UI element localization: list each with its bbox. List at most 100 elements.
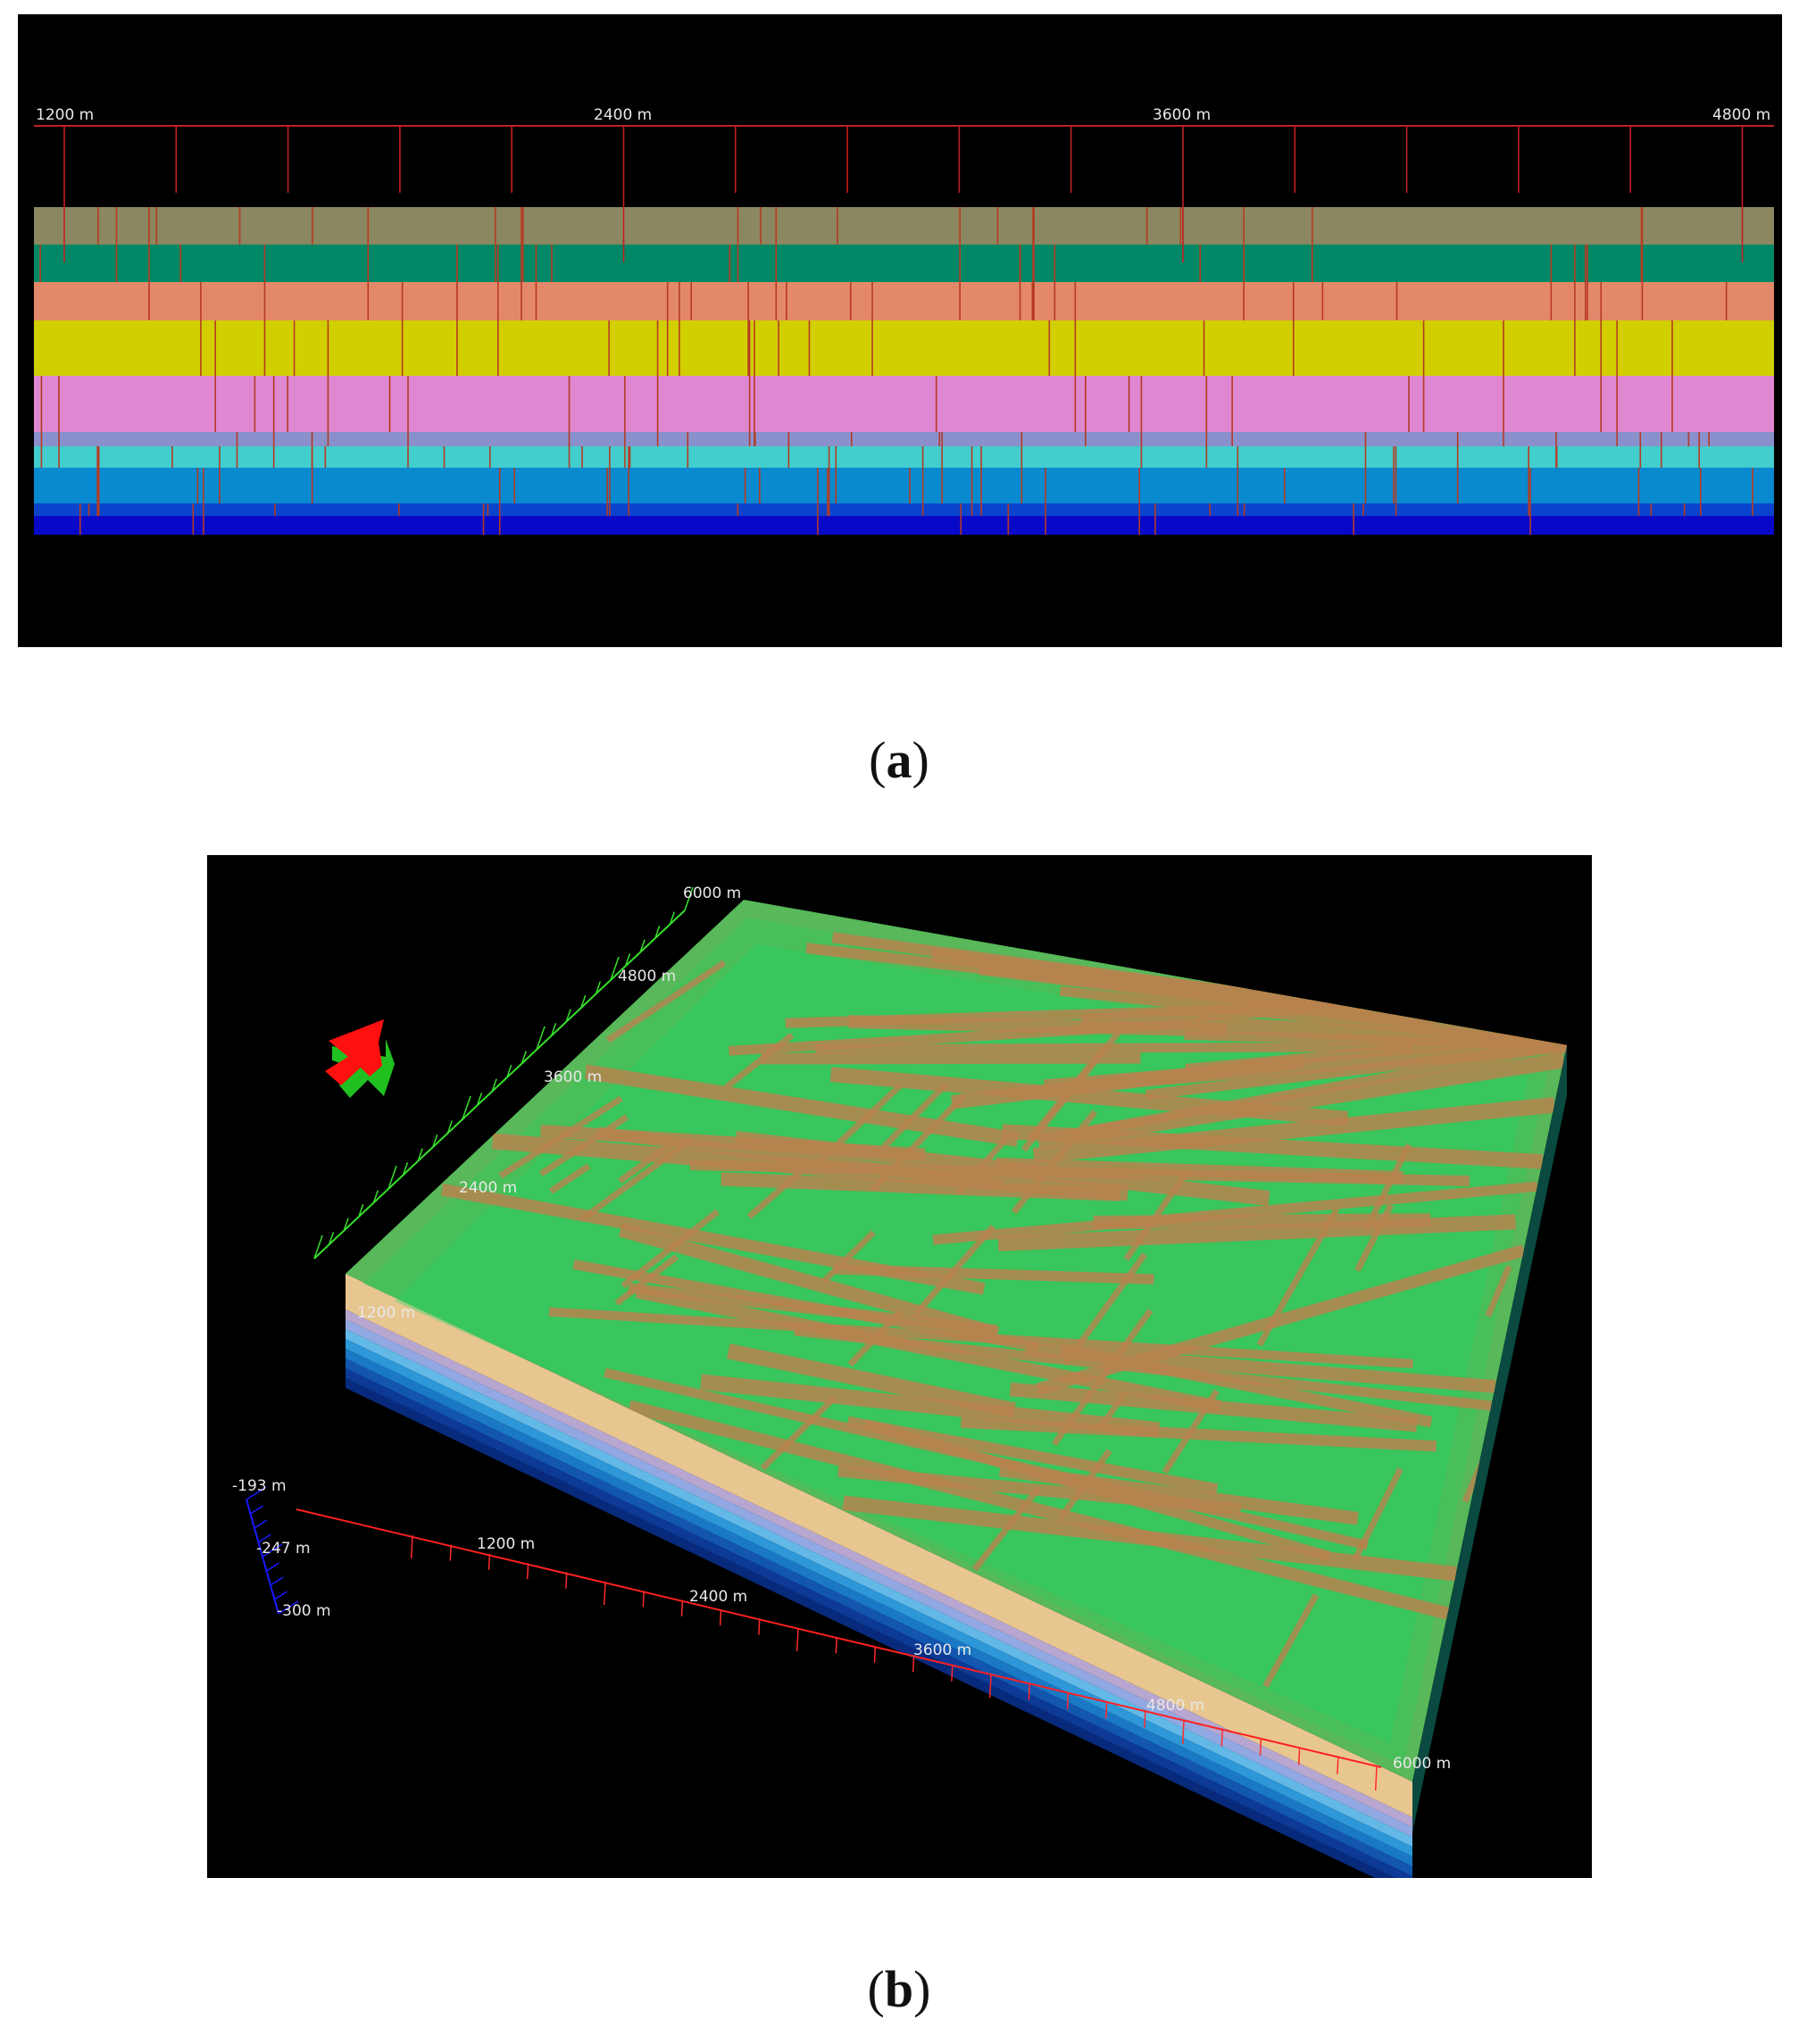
fault-plane xyxy=(1123,1169,1190,1261)
fault-plane xyxy=(727,1343,1016,1418)
axis-tick xyxy=(476,1093,483,1106)
fault-plane xyxy=(1354,1203,1395,1273)
fault-plane xyxy=(761,1051,1141,1065)
panel-b-3d-model: 1200 m 2400 m 3600 m 4800 m 6000 m 1200 … xyxy=(207,855,1592,1878)
axis-tick xyxy=(417,1148,423,1162)
fault-plane xyxy=(614,1254,679,1306)
x-label-2400: 2400 m xyxy=(689,1588,747,1606)
axis-tick xyxy=(506,1064,512,1078)
axis-tick xyxy=(795,1627,799,1652)
axis-tick xyxy=(642,1591,645,1608)
fault-plane xyxy=(628,1400,1450,1620)
axis-tick xyxy=(669,911,676,925)
layer-band xyxy=(34,376,1774,432)
fault-plane xyxy=(1044,1037,1567,1095)
slab-layer xyxy=(346,1339,1412,1857)
axis-tick xyxy=(610,956,620,981)
axis-tick xyxy=(988,1674,992,1699)
fault-traces xyxy=(39,207,1753,535)
fault-plane xyxy=(1256,1207,1340,1347)
y-label-6000: 6000 m xyxy=(683,885,741,902)
caption-a: (a) xyxy=(869,731,929,789)
axis-tick xyxy=(526,1563,529,1580)
fault-plane xyxy=(847,1309,904,1367)
slab-layer xyxy=(346,1378,1396,1878)
fault-plane xyxy=(597,1126,1004,1191)
fault-plane xyxy=(1062,1252,1148,1367)
slab-layer xyxy=(346,1319,1412,1837)
axis-tick xyxy=(449,1544,452,1561)
axis-tick xyxy=(487,1553,491,1570)
fault-plane xyxy=(729,1018,1202,1056)
fault-plane xyxy=(620,1209,720,1289)
axis-tick xyxy=(278,1600,299,1615)
axis-tick xyxy=(270,1576,284,1586)
axis-label-4800: 4800 m xyxy=(1712,106,1770,124)
y-axis-ticks xyxy=(313,886,694,1259)
axis-tick xyxy=(328,1232,335,1245)
fault-plane xyxy=(820,1230,876,1284)
fault-plane xyxy=(1097,1392,1128,1430)
layer-band xyxy=(34,432,1774,446)
cross-section-plot: 1200 m 2400 m 3600 m 4800 m xyxy=(34,106,1774,535)
slab-layer xyxy=(346,1309,1412,1827)
fault-plane xyxy=(842,1495,1457,1582)
slab-layer xyxy=(346,1349,1412,1866)
axis-tick xyxy=(343,1217,349,1232)
slab-layer xyxy=(346,1359,1412,1876)
axis-tick xyxy=(372,1190,379,1203)
fault-plane xyxy=(812,1084,903,1168)
axis-tick xyxy=(258,1533,271,1543)
layer-band xyxy=(34,282,1774,320)
fault-plane xyxy=(831,932,1351,1012)
slab-layer xyxy=(346,1329,1412,1847)
axis-tick xyxy=(1259,1739,1262,1756)
fault-plane xyxy=(1185,1033,1528,1075)
fault-plane xyxy=(1037,1052,1565,1150)
axis-tick xyxy=(313,1234,323,1259)
fault-plane xyxy=(1351,1467,1403,1563)
fault-plane xyxy=(700,1374,1161,1438)
fault-plane xyxy=(440,1183,986,1295)
fault-plane xyxy=(760,1395,837,1471)
layer-band xyxy=(34,503,1774,516)
fault-plane xyxy=(972,1486,1042,1572)
axis-tick xyxy=(835,1637,837,1654)
axis-tick xyxy=(654,925,661,939)
fault-planes xyxy=(440,932,1567,1689)
fault-plane xyxy=(815,1042,1413,1054)
fault-plane xyxy=(1485,1265,1512,1317)
y-label-2400: 2400 m xyxy=(459,1179,517,1197)
fault-plane xyxy=(932,1181,1538,1245)
fault-plane xyxy=(863,1419,1331,1562)
axis-tick xyxy=(1337,1757,1339,1774)
axis-tick xyxy=(719,1609,722,1626)
fault-plane xyxy=(618,1140,676,1184)
y-axis-line xyxy=(313,910,686,1259)
fault-plane xyxy=(498,1095,623,1179)
axis-tick xyxy=(521,1051,528,1064)
axis-tick xyxy=(491,1078,497,1093)
fault-plane xyxy=(955,1136,1009,1196)
layer-band xyxy=(34,320,1774,376)
axis-tick xyxy=(254,1519,268,1529)
y-label-1200: 1200 m xyxy=(357,1304,415,1322)
fault-plane xyxy=(1011,1109,1098,1215)
y-label-4800: 4800 m xyxy=(618,968,676,985)
axis-label-1200: 1200 m xyxy=(36,106,94,124)
axis-tick xyxy=(246,1486,267,1500)
layer-slab-front xyxy=(346,1274,1412,1878)
fault-plane xyxy=(724,1033,795,1090)
fault-plane xyxy=(635,1285,1222,1413)
fault-plane xyxy=(1024,1342,1496,1393)
fault-plane xyxy=(628,1283,997,1335)
x-label-4800: 4800 m xyxy=(1146,1697,1204,1715)
axis-tick xyxy=(250,1505,263,1515)
axis-tick xyxy=(432,1134,438,1148)
z-label-300: -300 m xyxy=(277,1602,331,1620)
axis-tick xyxy=(387,1165,397,1190)
axis-tick xyxy=(1104,1702,1108,1719)
axis-tick xyxy=(358,1203,364,1217)
stratigraphic-layers xyxy=(34,207,1774,535)
axis-tick xyxy=(603,1581,606,1606)
